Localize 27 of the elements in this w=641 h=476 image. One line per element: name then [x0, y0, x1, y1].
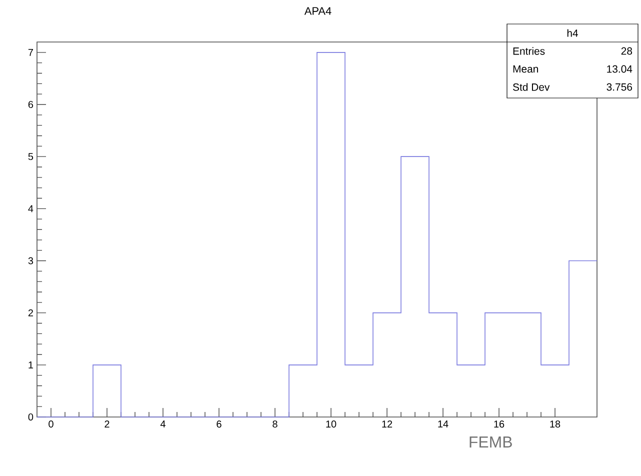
y-tick-label: 5 [28, 153, 34, 160]
text: 13.04 [607, 65, 632, 73]
text: h4 [567, 29, 578, 37]
y-tick-label: 1 [28, 361, 33, 368]
y-tick-label: 2 [28, 309, 33, 316]
x-tick-label: 10 [326, 420, 336, 428]
y-tick-label: 4 [28, 205, 34, 212]
x-tick-label: 0 [48, 420, 54, 428]
x-tick-label: 14 [438, 420, 448, 428]
x-tick-label: 12 [382, 420, 392, 428]
text: 28 [621, 47, 632, 55]
x-tick-label: 16 [494, 420, 504, 428]
annotation: Entries [513, 47, 545, 55]
x-tick-label: 18 [550, 420, 560, 428]
x-axis-title: FEMB [470, 436, 512, 448]
y-tick-label: 6 [28, 100, 34, 108]
x-tick-label: 6 [216, 420, 222, 428]
text: 3.756 [606, 83, 632, 91]
y-tick-label: 3 [28, 257, 34, 264]
x-tick-label: 8 [272, 420, 278, 428]
y-tick-label: 0 [28, 413, 34, 421]
x-tick-label: 2 [104, 420, 110, 428]
x-tick-label: 4 [160, 420, 166, 428]
chart-title: APA4 [304, 7, 332, 15]
y-tick-label: 7 [28, 48, 33, 56]
annotation: Std Dev [512, 83, 550, 91]
annotation: Mean [513, 65, 538, 73]
